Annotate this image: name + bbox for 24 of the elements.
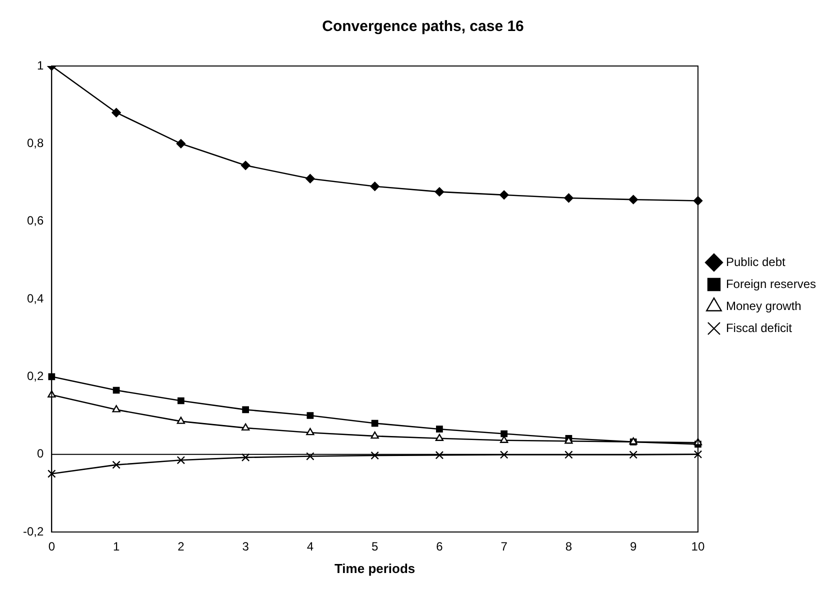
x-tick-label: 0 — [48, 540, 56, 554]
y-tick-label: 0,4 — [26, 291, 44, 306]
x-tick-label: 4 — [306, 540, 314, 554]
legend-label: Money growth — [726, 298, 802, 313]
x-tick-label: 10 — [691, 540, 705, 554]
x-tick-label: 2 — [178, 540, 185, 554]
y-tick-label: -0,2 — [22, 524, 44, 538]
y-tick-label: 1 — [36, 58, 44, 72]
x-tick-label: 6 — [436, 540, 444, 554]
y-tick-label: 0,2 — [26, 368, 44, 383]
x-tick-label: 1 — [112, 540, 120, 554]
x-axis-title: Time periods — [334, 560, 416, 576]
y-tick-label: 0,6 — [26, 214, 44, 228]
legend-label: Public debt — [726, 254, 786, 269]
legend-label: Fiscal deficit — [726, 320, 793, 335]
x-tick-label: 8 — [565, 540, 572, 554]
chart-title: Convergence paths, case 16 — [322, 18, 524, 36]
y-tick-label: 0 — [36, 446, 44, 461]
x-tick-label: 3 — [242, 540, 250, 554]
y-tick-label: 0,8 — [26, 136, 44, 150]
x-tick-label: 7 — [500, 540, 508, 554]
x-tick-label: 5 — [371, 540, 378, 554]
x-tick-label: 9 — [630, 540, 637, 554]
legend-label: Foreign reserves — [726, 276, 816, 291]
